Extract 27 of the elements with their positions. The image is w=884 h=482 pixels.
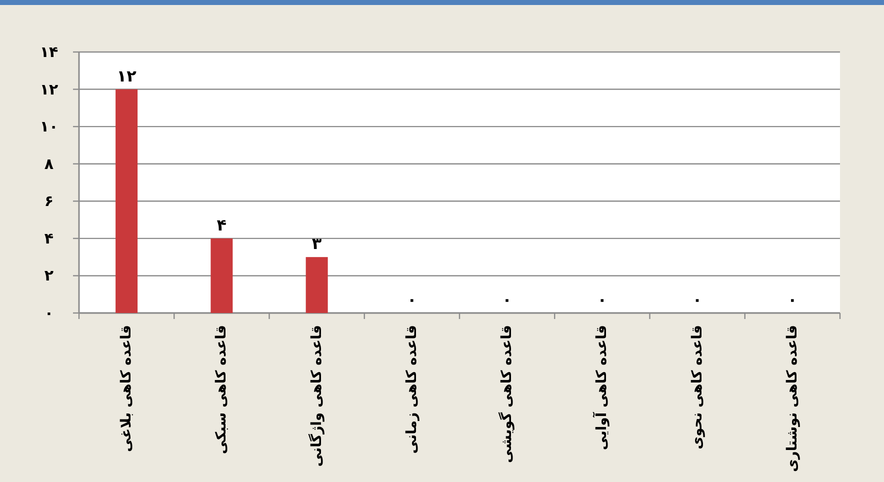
y-tick-label: ۴: [44, 229, 54, 248]
x-tick-label: قاعده کاهی زمانی: [404, 325, 420, 454]
x-tick-label: قاعده کاهی بلاغی: [118, 325, 135, 452]
y-tick-label: ۲: [44, 266, 54, 285]
data-label: ۰: [407, 290, 417, 309]
x-tick-label: قاعده کاهی نوشتاری: [784, 325, 800, 472]
y-tick-label: ۰: [44, 304, 54, 322]
x-tick-label: قاعده کاهی نحوی: [689, 325, 706, 450]
bar: [210, 238, 233, 313]
x-tick-label: قاعده کاهی گویشی: [498, 325, 516, 463]
data-label: ۳: [312, 234, 322, 254]
data-label: ۰: [788, 290, 798, 309]
data-label: ۱۲: [116, 66, 137, 86]
data-label: ۰: [502, 290, 512, 309]
bar: [306, 257, 328, 313]
y-tick-label: ۶: [44, 192, 54, 210]
data-label: ۰: [597, 290, 608, 309]
data-label: ۴: [216, 215, 227, 234]
x-tick-label: قاعده کاهی واژگانی: [308, 325, 325, 467]
y-tick-label: ۸: [44, 154, 54, 173]
y-tick-label: ۱۰: [40, 118, 58, 136]
y-tick-label: ۱۲: [40, 80, 58, 98]
x-tick-label: قاعده کاهی سبکی: [214, 325, 230, 454]
x-tick-label: قاعده کاهی آوایی: [592, 325, 610, 450]
bar: [116, 89, 138, 313]
y-tick-label: ۱۴: [40, 43, 58, 61]
data-label: ۰: [692, 290, 702, 309]
